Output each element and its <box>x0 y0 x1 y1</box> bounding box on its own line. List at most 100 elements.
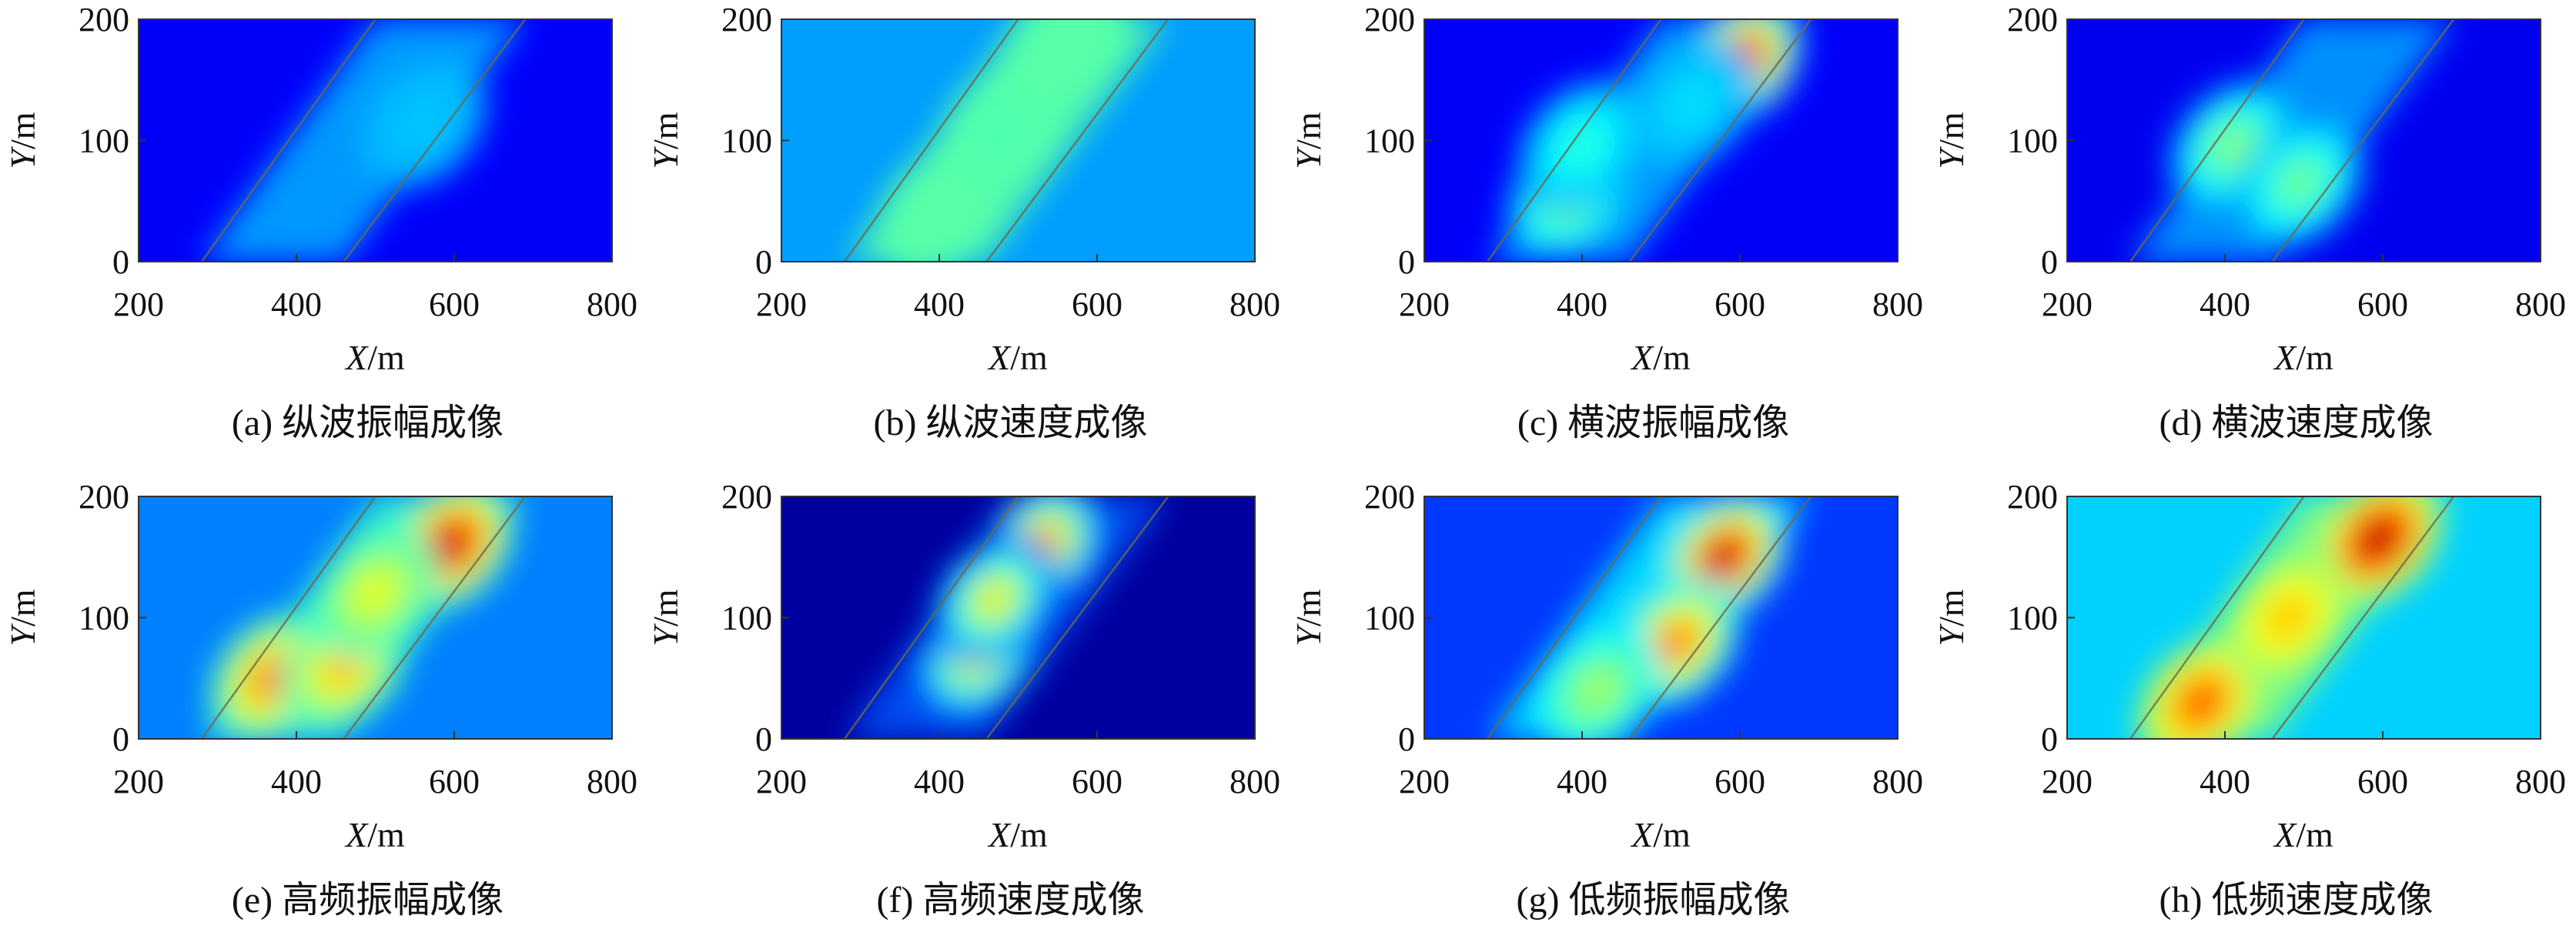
boundary-line-1 <box>843 19 1019 262</box>
y-axis-label: Y/m <box>1932 589 1971 646</box>
y-axis-variable: Y <box>646 146 685 169</box>
y-axis-variable: Y <box>1289 623 1328 647</box>
panel-caption: (f) 高频速度成像 <box>877 880 1145 921</box>
y-axis-variable: Y <box>646 623 685 647</box>
x-tick-label: 400 <box>1557 763 1607 800</box>
y-axis-variable: Y <box>1289 146 1328 169</box>
anomaly-peak-0-level-5 <box>926 200 952 226</box>
y-axis-label: Y/m <box>3 589 42 646</box>
panel-caption: (c) 横波振幅成像 <box>1517 403 1789 443</box>
x-tick-label: 800 <box>2515 763 2566 800</box>
plot-area <box>2067 19 2541 262</box>
anomaly-peak-0-level-5 <box>437 532 463 558</box>
heatmap-field <box>1487 496 1812 739</box>
y-tick-label: 100 <box>79 600 129 637</box>
x-tick-label: 200 <box>1399 286 1450 323</box>
plot-area <box>1424 19 1898 262</box>
boundary-line-2 <box>985 19 1169 262</box>
y-tick-label: 200 <box>721 478 772 516</box>
anomaly-peak-2-level-5 <box>331 653 356 680</box>
x-tick-label: 600 <box>1715 286 1765 323</box>
anomaly-peak-3-level-5 <box>363 580 388 607</box>
panel-caption: (e) 高频振幅成像 <box>232 880 503 921</box>
x-tick-label: 200 <box>1399 763 1450 800</box>
x-axis-unit: /m <box>2296 338 2333 377</box>
x-tick-label: 800 <box>2515 286 2566 323</box>
boundary-line-2 <box>2271 496 2455 739</box>
x-tick-label: 800 <box>587 286 637 323</box>
y-axis-label: Y/m <box>1932 112 1971 169</box>
heatmap-field <box>845 496 1169 739</box>
anomaly-peak-1-level-5 <box>2287 169 2313 196</box>
x-axis-unit: /m <box>367 338 405 377</box>
y-tick-label: 200 <box>1364 478 1415 516</box>
x-axis-variable: X <box>1630 815 1654 854</box>
boundary-line-2 <box>985 496 1169 739</box>
x-axis-label: X/m <box>1630 338 1691 377</box>
y-tick-label: 100 <box>2007 122 2058 160</box>
x-tick-label: 400 <box>914 286 965 323</box>
y-axis-label: Y/m <box>646 589 685 646</box>
plot-area <box>139 496 612 739</box>
y-tick-label: 0 <box>1398 243 1415 281</box>
x-tick-label: 400 <box>2200 286 2250 323</box>
x-tick-label: 400 <box>2200 763 2250 800</box>
x-axis-unit: /m <box>2296 815 2333 854</box>
y-tick-label: 0 <box>755 243 772 281</box>
anomaly-peak-1-level-5 <box>2188 689 2214 716</box>
y-axis-variable: Y <box>3 146 42 169</box>
y-tick-label: 0 <box>112 720 129 758</box>
x-axis-label: X/m <box>987 338 1048 377</box>
x-tick-label: 800 <box>587 763 637 800</box>
y-axis-unit: /m <box>1932 112 1971 149</box>
boundary-line-1 <box>2129 19 2305 262</box>
y-axis-unit: /m <box>646 112 685 149</box>
y-axis-unit: /m <box>1932 589 1971 627</box>
x-axis-label: X/m <box>344 338 405 377</box>
y-tick-label: 0 <box>1398 720 1415 758</box>
anomaly-peak-0-level-5 <box>410 109 436 135</box>
y-tick-label: 0 <box>112 243 129 281</box>
x-tick-label: 200 <box>113 286 164 323</box>
boundary-line-1 <box>2129 496 2305 739</box>
y-tick-label: 200 <box>1364 1 1415 38</box>
anomaly-peak-0-level-5 <box>1711 543 1737 570</box>
anomaly-peak-0-level-5 <box>2220 133 2246 160</box>
x-tick-label: 600 <box>1072 286 1122 323</box>
x-tick-label: 600 <box>2357 763 2408 800</box>
boundary-line-2 <box>1628 19 1812 262</box>
y-tick-label: 100 <box>721 122 772 160</box>
y-axis-label: Y/m <box>646 112 685 169</box>
y-axis-variable: Y <box>1932 146 1971 169</box>
x-tick-label: 600 <box>2357 286 2408 323</box>
x-axis-variable: X <box>2273 338 2297 377</box>
x-axis-label: X/m <box>2273 815 2333 854</box>
heatmap-field <box>845 19 1169 262</box>
x-tick-label: 600 <box>429 763 480 800</box>
anomaly-peak-2-level-5 <box>1569 133 1595 160</box>
x-tick-label: 800 <box>1872 286 1923 323</box>
y-tick-label: 100 <box>79 122 129 160</box>
panel-caption: (d) 横波速度成像 <box>2159 403 2434 443</box>
x-axis-unit: /m <box>1010 338 1048 377</box>
x-tick-label: 800 <box>1229 286 1280 323</box>
boundary-line-1 <box>1486 496 1662 739</box>
y-tick-label: 200 <box>2007 1 2058 38</box>
y-tick-label: 200 <box>2007 478 2058 516</box>
x-tick-label: 600 <box>1715 763 1765 800</box>
plot-area <box>139 19 612 262</box>
anomaly-peak-0-level-5 <box>2366 526 2392 553</box>
x-axis-variable: X <box>1630 338 1654 377</box>
y-axis-variable: Y <box>3 623 42 647</box>
x-tick-label: 800 <box>1229 763 1280 800</box>
y-tick-label: 200 <box>79 1 129 38</box>
x-axis-variable: X <box>2273 815 2297 854</box>
y-axis-unit: /m <box>3 112 42 149</box>
